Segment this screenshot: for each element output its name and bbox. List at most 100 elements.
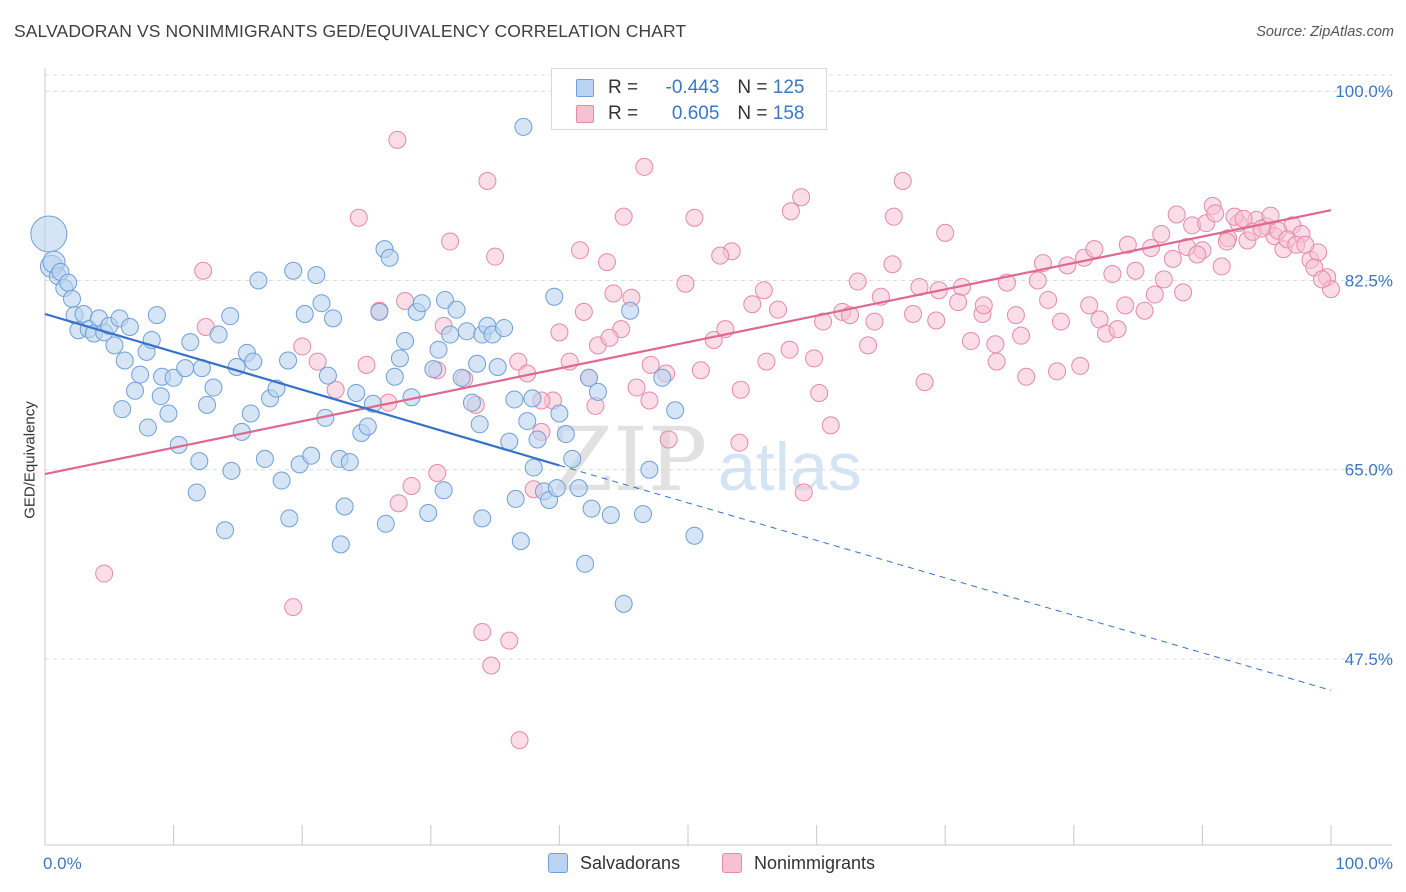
salvadorans-swatch (576, 79, 594, 97)
nonimmigrants-point (284, 598, 303, 617)
salvadorans-point (59, 273, 78, 292)
salvadorans-point (347, 383, 366, 402)
nonimmigrants-point (730, 433, 749, 452)
salvadorans-point (500, 432, 519, 451)
salvadorans-point (666, 401, 685, 420)
n-value: 158 (772, 103, 805, 124)
nonimmigrants-point (865, 312, 884, 331)
nonimmigrants-point (641, 355, 660, 374)
salvadorans-point (514, 117, 533, 136)
salvadorans-point (488, 357, 507, 376)
salvadorans-point (340, 453, 359, 472)
nonimmigrants-point (904, 305, 923, 324)
salvadorans-point (181, 333, 200, 352)
nonimmigrants-point (1085, 240, 1104, 259)
tick-labels: 47.5% 65.0% 82.5% 100.0% 0.0% 100.0% (43, 82, 1393, 873)
salvadorans-point (295, 305, 314, 324)
salvadorans-point (435, 290, 454, 309)
salvadorans-point (621, 301, 640, 320)
salvadorans-point (126, 381, 145, 400)
nonimmigrants-point (685, 208, 704, 227)
nonimmigrants-point (1188, 245, 1207, 264)
nonimmigrants-point (987, 352, 1006, 371)
salvadorans-point (550, 404, 569, 423)
y-tick-label: 65.0% (1345, 461, 1393, 480)
salvadorans-point (376, 514, 395, 533)
nonimmigrants-point (769, 300, 788, 319)
salvadorans-point (159, 404, 178, 423)
nonimmigrants-point (743, 295, 762, 314)
nonimmigrants-point (293, 337, 312, 356)
salvadorans-point (470, 415, 489, 434)
salvadorans-point (190, 452, 209, 471)
nonimmigrants-point (349, 208, 368, 227)
salvadorans-point (473, 509, 492, 528)
salvadorans-point (74, 305, 93, 324)
legend-item-nonimmigrants[interactable]: Nonimmigrants (722, 852, 875, 874)
nonimmigrants-point (1118, 235, 1137, 254)
nonimmigrants-point (1152, 224, 1171, 243)
salvadorans-point (312, 294, 331, 313)
salvadorans-point (614, 594, 633, 613)
nonimmigrants-point (1080, 296, 1099, 315)
salvadorans-point (579, 368, 598, 387)
nonimmigrants-point (194, 261, 213, 280)
stats-legend: R = -0.443 N = 125 R = 0.605 N = 158 (551, 68, 827, 130)
salvadorans-point (601, 506, 620, 525)
salvadorans-point (241, 404, 260, 423)
r-value: -0.443 (665, 77, 720, 98)
salvadorans-point (685, 526, 704, 545)
salvadorans-point (505, 390, 524, 409)
nonimmigrants-point (1051, 312, 1070, 331)
salvadorans-point (176, 359, 195, 378)
salvadorans-point (452, 368, 471, 387)
salvadorans-point (198, 395, 217, 414)
salvadorans-points (30, 117, 704, 613)
nonimmigrants-point (635, 157, 654, 176)
chart-title: SALVADORAN VS NONIMMIGRANTS GED/EQUIVALE… (14, 21, 687, 41)
nonimmigrants-point (428, 463, 447, 482)
nonimmigrants-point (781, 202, 800, 221)
salvadorans-point (255, 449, 274, 468)
salvadorans-point (390, 349, 409, 368)
nonimmigrants-point (357, 355, 376, 374)
nonimmigrants-point (1163, 249, 1182, 268)
nonimmigrants-point (1167, 205, 1186, 224)
nonimmigrants-point (1296, 235, 1315, 254)
nonimmigrants-point (402, 476, 421, 495)
nonimmigrants-point (640, 391, 659, 410)
salvadorans-point (524, 458, 543, 477)
nonimmigrants-point (597, 253, 616, 272)
salvadorans-point (113, 400, 132, 419)
nonimmigrants-point (986, 335, 1005, 354)
salvadorans-point (511, 532, 530, 551)
n-label: N = (737, 103, 768, 124)
nonimmigrants-point (1145, 285, 1164, 304)
nonimmigrants-point (691, 361, 710, 380)
nonimmigrants-point (1206, 204, 1225, 223)
nonimmigrants-point (614, 207, 633, 226)
nonimmigrants-point (859, 336, 878, 355)
salvadorans-point (249, 271, 268, 290)
salvadorans-legend-swatch (548, 853, 568, 873)
salvadorans-point (434, 481, 453, 500)
nonimmigrants-point (570, 241, 589, 260)
salvadorans-point (324, 309, 343, 328)
nonimmigrants-point (1039, 290, 1058, 309)
nonimmigrants-point (600, 328, 619, 347)
nonimmigrants-point (961, 332, 980, 351)
salvadorans-point (244, 352, 263, 371)
salvadorans-point (633, 505, 652, 524)
salvadorans-point (209, 325, 228, 344)
salvadorans-point (424, 360, 443, 379)
legend-item-salvadorans[interactable]: Salvadorans (548, 852, 680, 874)
nonimmigrants-point (482, 656, 501, 675)
salvadorans-point (302, 446, 321, 465)
nonimmigrants-point (821, 416, 840, 435)
nonimmigrants-point (1103, 264, 1122, 283)
salvadorans-point (385, 367, 404, 386)
salvadorans-point (441, 325, 460, 344)
salvadorans-point (370, 302, 389, 321)
salvadorans-point (280, 509, 299, 528)
